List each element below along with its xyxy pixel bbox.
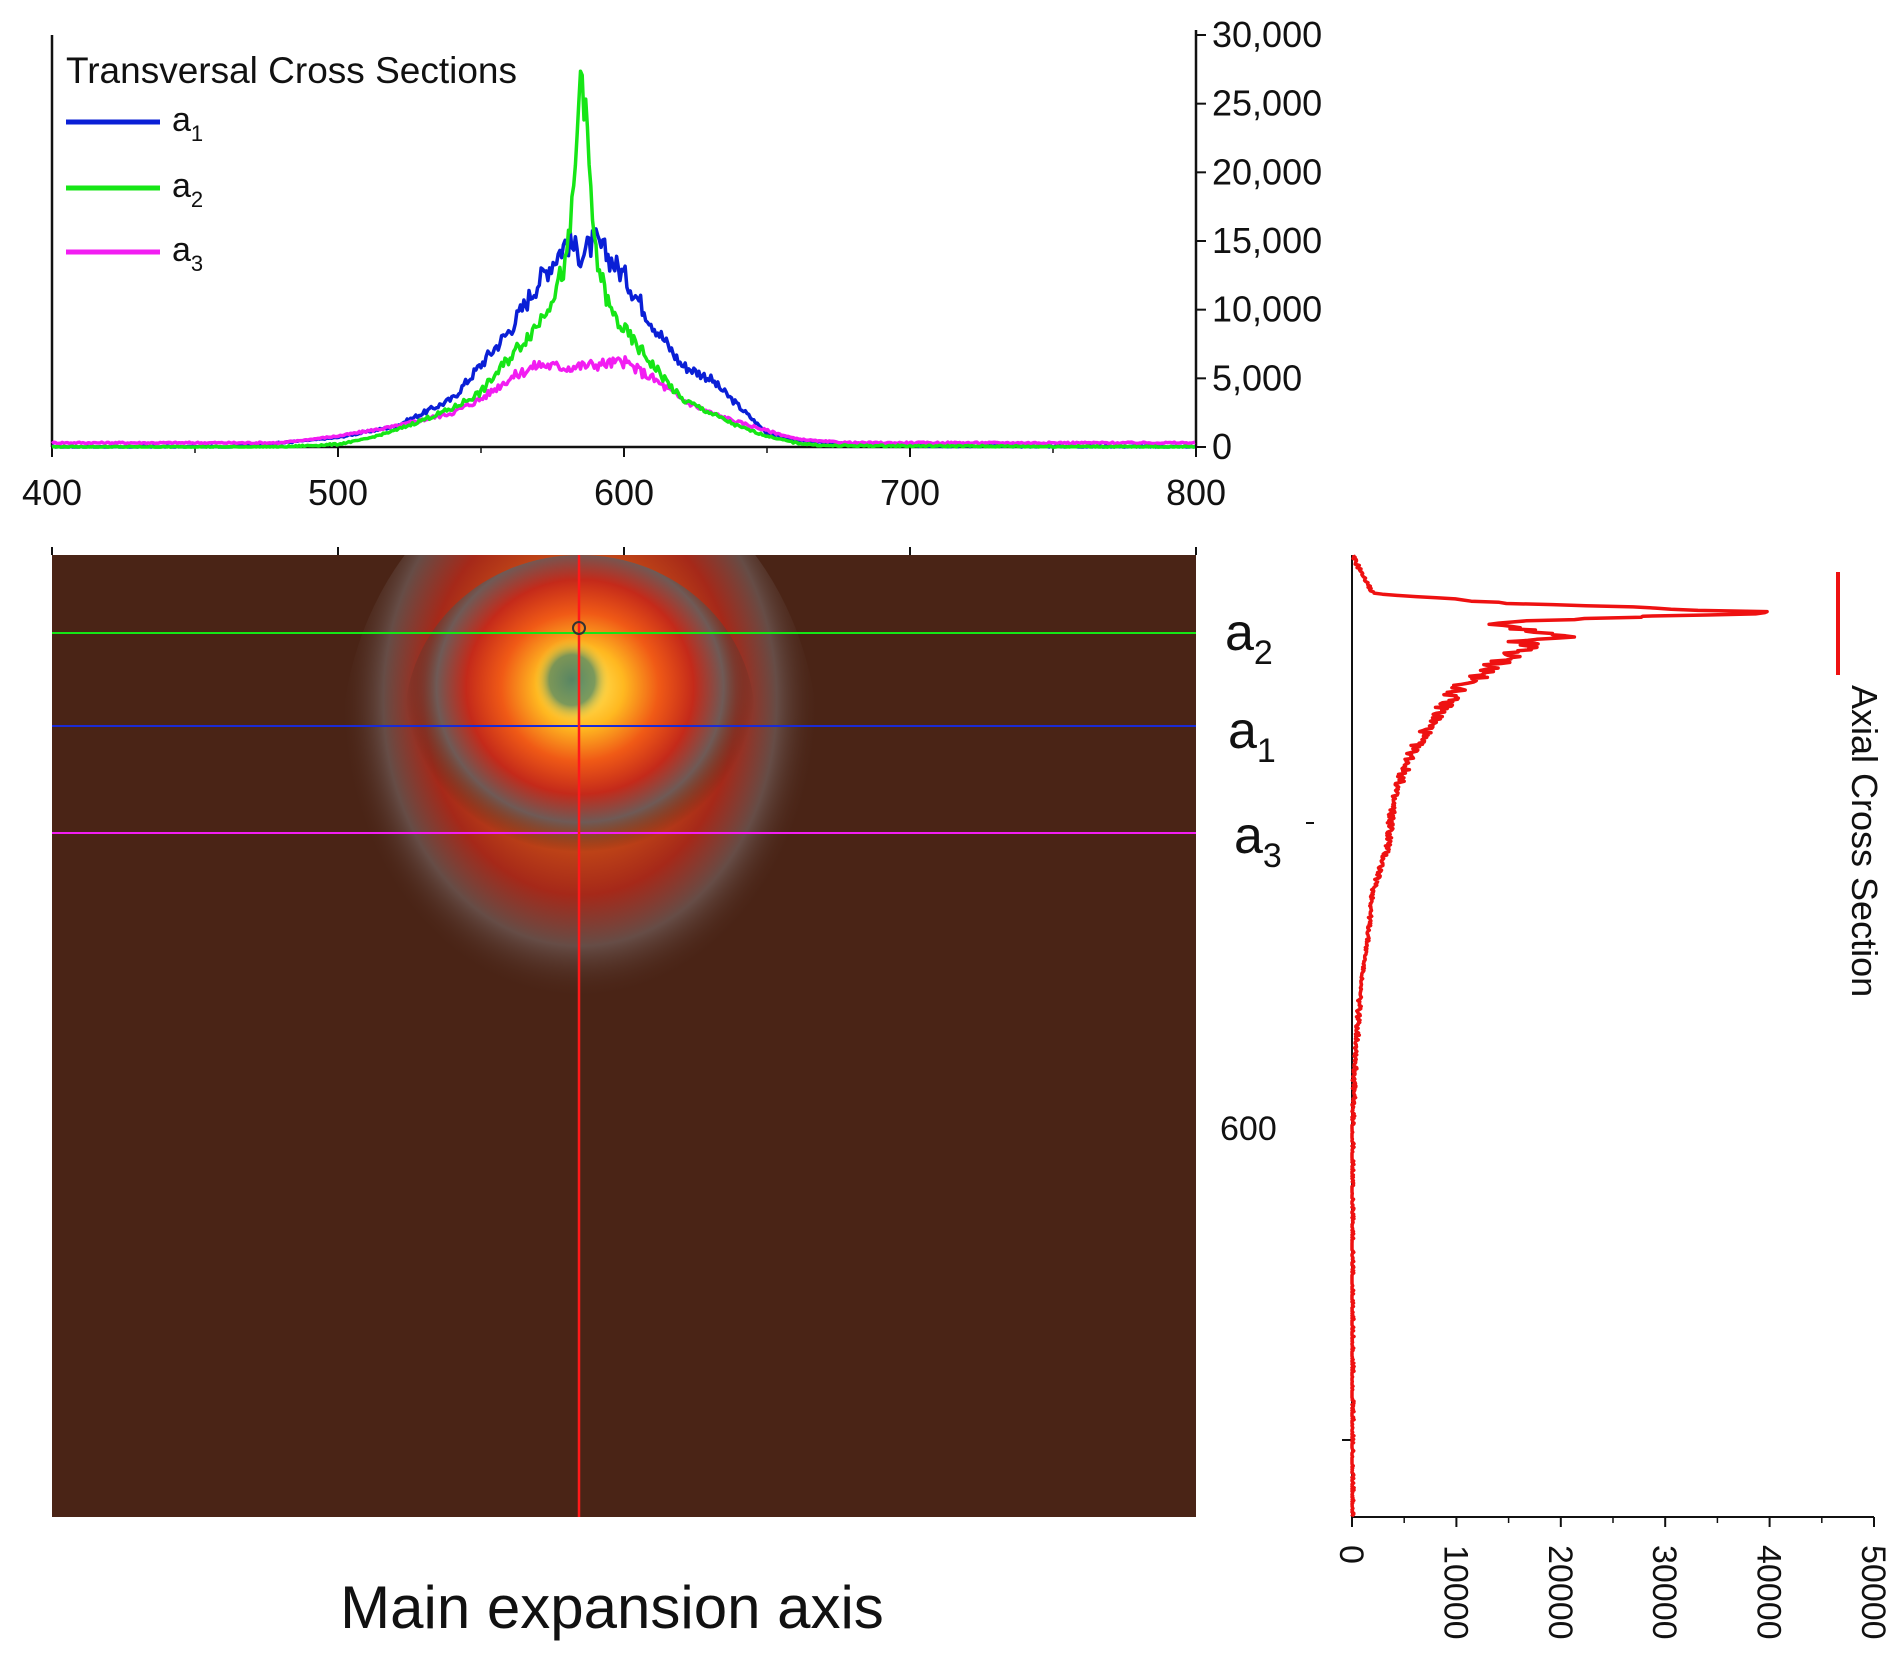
axial-ticks: 0 10000 20000 30000 40000 50000: [1332, 1517, 1892, 1640]
top-y-tick-label: 0: [1212, 426, 1232, 467]
top-y-tick-label: 5,000: [1212, 357, 1302, 398]
row-label-a2: a2: [1225, 604, 1273, 672]
top-y-tick-label: 20,000: [1212, 151, 1322, 192]
legend-label-a1: a1: [172, 101, 203, 146]
legend-title: Transversal Cross Sections: [66, 50, 517, 91]
transversal-chart: 400 500 600 700 800 0 5,000 10,000 15,000 20,000…: [22, 14, 1322, 555]
top-x-tick-label: 400: [22, 472, 82, 513]
series-line-a3: [50, 355, 1196, 446]
x-axis-title: Main expansion axis: [340, 1574, 884, 1641]
image-y-tick-600: 600: [1220, 1110, 1277, 1148]
top-x-tick-label: 700: [880, 472, 940, 513]
axial-chart: 0 10000 20000 30000 40000 50000 Axial Cross S…: [1332, 554, 1892, 1640]
top-x-tick-label: 500: [308, 472, 368, 513]
top-series: [50, 69, 1196, 449]
axial-legend: Axial Cross Section: [1836, 572, 1885, 997]
row-label-a1: a1: [1228, 702, 1276, 770]
series-line-a1: [51, 227, 1196, 449]
axial-series: [1350, 554, 1769, 1518]
top-x-tick-label: 800: [1166, 472, 1226, 513]
top-x-ticks: 400 500 600 700 800: [22, 447, 1226, 555]
axial-tick-label: 10000: [1436, 1545, 1474, 1640]
transversal-legend: Transversal Cross Sections a1 a2 a3: [66, 50, 517, 276]
series-line-a2: [51, 69, 1195, 449]
top-y-tick-label: 10,000: [1212, 289, 1322, 330]
axial-tick-label: 40000: [1750, 1545, 1788, 1640]
legend-label-a3: a3: [172, 231, 203, 276]
row-label-a3: a3: [1234, 807, 1282, 875]
axial-legend-label: Axial Cross Section: [1844, 685, 1885, 997]
image-panel: a2 a1 a3 600 Main expansion axis: [52, 555, 1314, 1641]
axial-tick-label: 20000: [1541, 1545, 1579, 1640]
top-y-ticks: 0 5,000 10,000 15,000 20,000 25,000 30,000: [1196, 14, 1322, 467]
legend-label-a2: a2: [172, 167, 203, 212]
axial-tick-label: 50000: [1854, 1545, 1892, 1640]
axial-series-line: [1350, 554, 1769, 1518]
axial-tick-label: 0: [1332, 1545, 1370, 1564]
top-y-tick-label: 25,000: [1212, 83, 1322, 124]
top-y-tick-label: 30,000: [1212, 14, 1322, 55]
peak-marker: [572, 621, 586, 635]
top-x-tick-label: 600: [594, 472, 654, 513]
axial-tick-label: 30000: [1645, 1545, 1683, 1640]
top-y-tick-label: 15,000: [1212, 220, 1322, 261]
hot-core: [534, 638, 610, 722]
